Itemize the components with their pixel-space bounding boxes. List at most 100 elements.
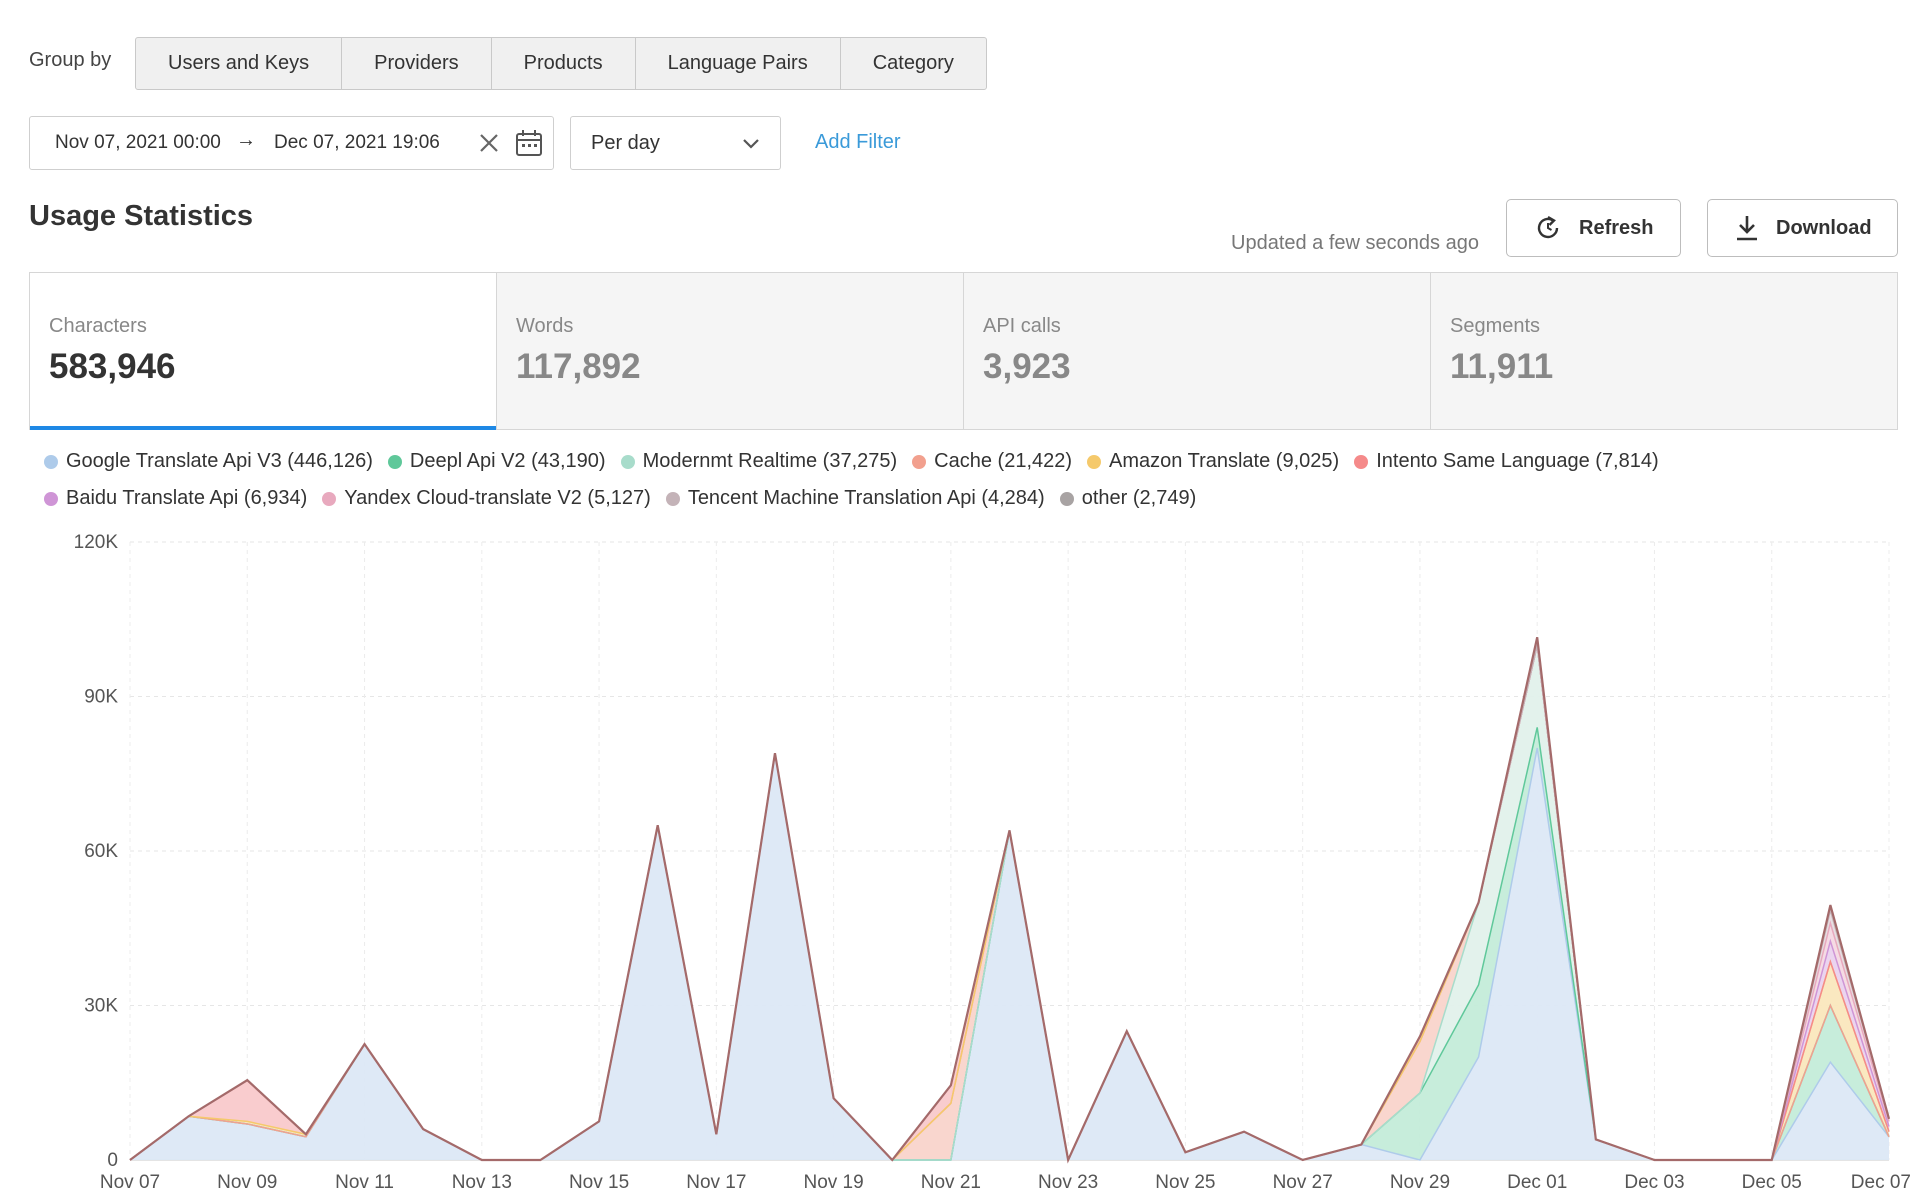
group-by-label: Group by [29,49,112,71]
legend-item-yandex[interactable]: Yandex Cloud-translate V2 (5,127) [322,487,651,510]
area-series-2[interactable] [130,645,1889,1160]
legend-swatch [912,454,927,469]
metric-card-words[interactable]: Words 117,892 [497,273,964,429]
legend-total: 4,284 [987,487,1039,509]
legend-item-google-translate[interactable]: Google Translate Api V3 (446,126) [44,450,373,473]
legend-item-intento-same-language[interactable]: Intento Same Language (7,814) [1354,450,1659,473]
metric-cards: Characters 583,946 Words 117,892 API cal… [29,272,1898,430]
clear-icon[interactable] [478,132,500,154]
legend-label: Deepl Api V2 [409,450,526,472]
x-tick-label: Nov 13 [452,1172,512,1193]
refresh-label: Refresh [1579,216,1654,239]
chevron-down-icon [743,139,759,149]
legend-row: Baidu Translate Api (6,934) Yandex Cloud… [44,480,1894,517]
date-range-picker[interactable]: Nov 07, 2021 00:00 → Dec 07, 2021 19:06 [29,116,554,170]
tab-providers[interactable]: Providers [342,38,492,89]
calendar-icon[interactable] [514,128,544,158]
metric-label: Characters [49,315,147,337]
y-tick-label: 60K [84,841,118,862]
x-tick-label: Nov 07 [100,1172,160,1193]
metric-value: 3,923 [983,347,1071,386]
tab-language-pairs[interactable]: Language Pairs [636,38,841,89]
tab-users-and-keys[interactable]: Users and Keys [136,38,343,89]
date-end-input[interactable]: Dec 07, 2021 19:06 [274,132,440,153]
x-tick-label: Nov 15 [569,1172,629,1193]
legend-swatch [44,491,58,506]
legend-swatch [387,454,402,469]
legend-total: 43,190 [537,450,599,472]
period-value: Per day [591,132,660,154]
y-tick-label: 90K [84,687,118,708]
legend-swatch [620,454,635,469]
legend-swatch [1087,454,1102,469]
area-series-0[interactable] [130,748,1889,1160]
refresh-icon [1537,215,1559,239]
legend-swatch [322,491,337,506]
date-start-input[interactable]: Nov 07, 2021 00:00 [55,132,221,153]
legend-label: Amazon Translate [1109,450,1271,472]
legend-label: Tencent Machine Translation Api [687,487,976,509]
add-filter-link[interactable]: Add Filter [815,131,901,153]
chart-legend: Google Translate Api V3 (446,126) Deepl … [44,443,1894,517]
refresh-button[interactable]: Refresh [1506,199,1681,257]
legend-total: 5,127 [594,487,645,509]
x-tick-label: Nov 27 [1273,1172,1333,1193]
legend-total: 6,934 [250,487,301,509]
metric-value: 117,892 [516,347,641,386]
legend-item-baidu[interactable]: Baidu Translate Api (6,934) [44,487,307,510]
legend-total: 2,749 [1139,487,1190,509]
metric-card-segments[interactable]: Segments 11,911 [1431,273,1897,429]
legend-item-deepl[interactable]: Deepl Api V2 (43,190) [387,450,606,473]
legend-total: 37,275 [829,450,891,472]
page-title: Usage Statistics [29,200,254,232]
x-tick-label: Dec 07 [1851,1172,1911,1193]
x-tick-label: Nov 23 [1038,1172,1098,1193]
legend-label: Intento Same Language [1376,450,1590,472]
period-select[interactable]: Per day [570,116,781,170]
metric-label: API calls [983,315,1061,337]
legend-swatch [665,491,680,506]
legend-item-cache[interactable]: Cache (21,422) [912,450,1072,473]
x-tick-label: Dec 05 [1742,1172,1802,1193]
x-tick-label: Nov 09 [217,1172,277,1193]
legend-swatch [1354,454,1369,469]
legend-item-tencent[interactable]: Tencent Machine Translation Api (4,284) [665,487,1045,510]
legend-item-other[interactable]: other (2,749) [1059,487,1196,510]
download-button[interactable]: Download [1707,199,1898,257]
legend-swatch [44,454,58,469]
legend-label: other [1081,487,1128,509]
legend-label: Google Translate Api V3 [66,450,282,472]
legend-label: Yandex Cloud-translate V2 [344,487,582,509]
tab-products[interactable]: Products [492,38,636,89]
metric-value: 11,911 [1450,347,1554,386]
usage-area-chart[interactable]: 0 30K 60K 90K 120K Nov 07 Nov 09 Nov 11 Nov 13 No… [0,520,1920,1204]
legend-total: 9,025 [1282,450,1333,472]
legend-total: 21,422 [1004,450,1066,472]
metric-card-characters[interactable]: Characters 583,946 [30,273,497,430]
updated-status: Updated a few seconds ago [1231,232,1479,254]
x-tick-label: Nov 11 [335,1172,394,1193]
download-label: Download [1776,216,1872,239]
x-tick-label: Dec 01 [1507,1172,1567,1193]
total-outline [129,637,1891,1164]
metric-value: 583,946 [49,347,176,386]
y-tick-label: 0 [107,1150,118,1171]
x-tick-label: Nov 25 [1155,1172,1215,1193]
area-series-1[interactable] [130,727,1889,1160]
date-arrow-icon: → [236,129,256,151]
download-icon [1737,216,1757,241]
metric-card-api-calls[interactable]: API calls 3,923 [964,273,1431,429]
legend-label: Cache [934,450,992,472]
legend-row: Google Translate Api V3 (446,126) Deepl … [44,443,1894,480]
y-tick-label: 30K [84,996,118,1017]
legend-total: 7,814 [1601,450,1652,472]
x-tick-label: Dec 03 [1624,1172,1684,1193]
legend-item-modernmt[interactable]: Modernmt Realtime (37,275) [620,450,897,473]
tab-category[interactable]: Category [872,52,954,74]
x-tick-label: Nov 19 [803,1172,863,1193]
y-tick-label: 120K [74,532,119,553]
legend-swatch [1059,491,1074,506]
x-tick-label: Nov 17 [686,1172,746,1193]
metric-label: Words [516,315,574,337]
legend-item-amazon[interactable]: Amazon Translate (9,025) [1087,450,1339,473]
